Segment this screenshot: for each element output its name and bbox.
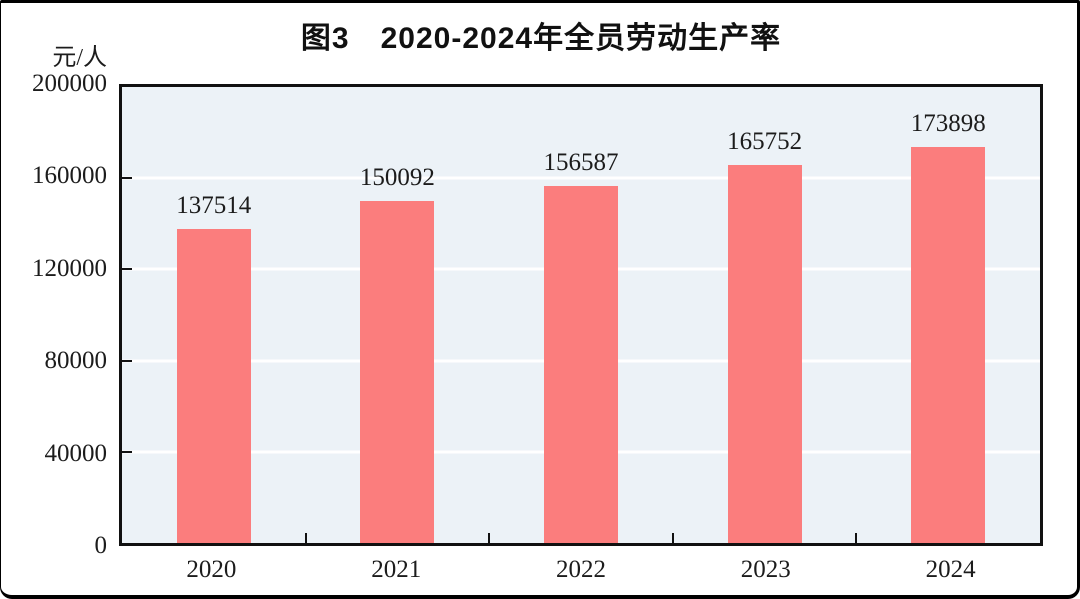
y-tick-mark [122, 177, 132, 180]
y-axis-unit-label: 元/人 [52, 45, 107, 71]
bar-value-label-2024: 173898 [910, 109, 986, 137]
y-tick-mark [122, 450, 132, 453]
bar-value-label-2020: 137514 [176, 192, 252, 220]
y-tick-mark [122, 359, 132, 362]
chart-title: 图3 2020-2024年全员劳动生产率 [300, 22, 782, 55]
bar-2023 [727, 165, 802, 543]
x-tick-label-2022: 2022 [556, 556, 606, 583]
gridline [122, 176, 1040, 180]
x-tick-mark [671, 533, 674, 543]
bar-2022 [544, 185, 618, 543]
y-tick-label: 0 [94, 532, 108, 559]
bar-value-label-2023: 165752 [727, 128, 803, 156]
y-tick-label: 200000 [32, 70, 107, 97]
bar-2020 [176, 229, 251, 543]
y-tick-label: 120000 [32, 254, 107, 282]
x-tick-label-2023: 2023 [740, 556, 791, 583]
bar-2024 [911, 146, 986, 543]
plot-area: 137514 150092 156587 165752 173898 [119, 84, 1043, 546]
x-tick-mark [855, 533, 858, 543]
y-tick-label: 40000 [44, 439, 108, 467]
x-tick-mark [304, 533, 307, 543]
y-tick-label: 160000 [32, 162, 107, 190]
bar-2021 [360, 200, 435, 543]
y-tick-mark [122, 268, 132, 271]
x-tick-label-2021: 2021 [371, 556, 422, 583]
bar-value-label-2021: 150092 [359, 163, 435, 191]
x-tick-label-2024: 2024 [925, 556, 976, 583]
x-tick-label-2020: 2020 [186, 556, 237, 583]
x-tick-mark [488, 533, 491, 543]
y-tick-label: 80000 [44, 347, 108, 375]
y-axis-tick-labels: 0 40000 80000 120000 160000 200000 [1, 71, 108, 559]
x-axis-tick-labels: 2020 2021 2022 2023 2024 [119, 555, 1043, 589]
bar-value-label-2022: 156587 [543, 148, 619, 176]
